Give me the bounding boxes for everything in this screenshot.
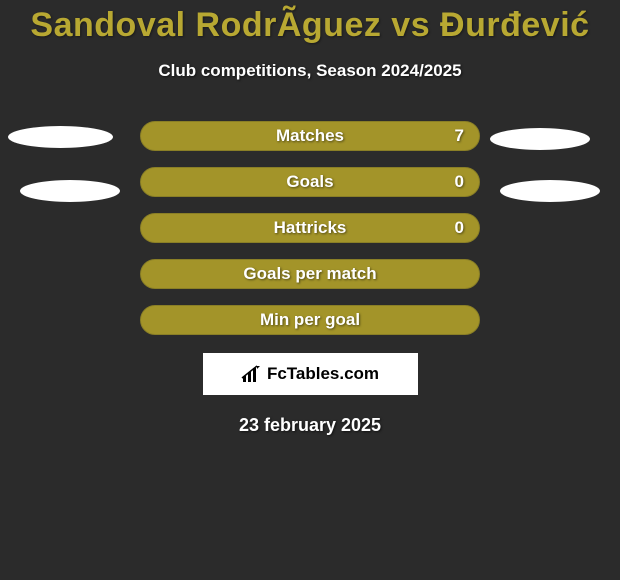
bar-row-hattricks: Hattricks 0 xyxy=(0,213,620,243)
chart-icon xyxy=(241,365,263,383)
bar-row-goals-per-match: Goals per match xyxy=(0,259,620,289)
bar-min-per-goal xyxy=(140,305,480,335)
bar-goals xyxy=(140,167,480,197)
bar-row-min-per-goal: Min per goal xyxy=(0,305,620,335)
page-subtitle: Club competitions, Season 2024/2025 xyxy=(0,61,620,81)
source-badge-text: FcTables.com xyxy=(267,364,379,384)
bar-row-matches: Matches 7 xyxy=(0,121,620,151)
bar-row-goals: Goals 0 xyxy=(0,167,620,197)
date-text: 23 february 2025 xyxy=(0,415,620,436)
source-badge[interactable]: FcTables.com xyxy=(203,353,418,395)
bar-hattricks xyxy=(140,213,480,243)
page-title: Sandoval RodrÃ­guez vs Đurđević xyxy=(0,6,620,45)
bar-goals-per-match xyxy=(140,259,480,289)
bar-matches xyxy=(140,121,480,151)
comparison-bars: Matches 7 Goals 0 Hattricks 0 Goals per … xyxy=(0,121,620,335)
